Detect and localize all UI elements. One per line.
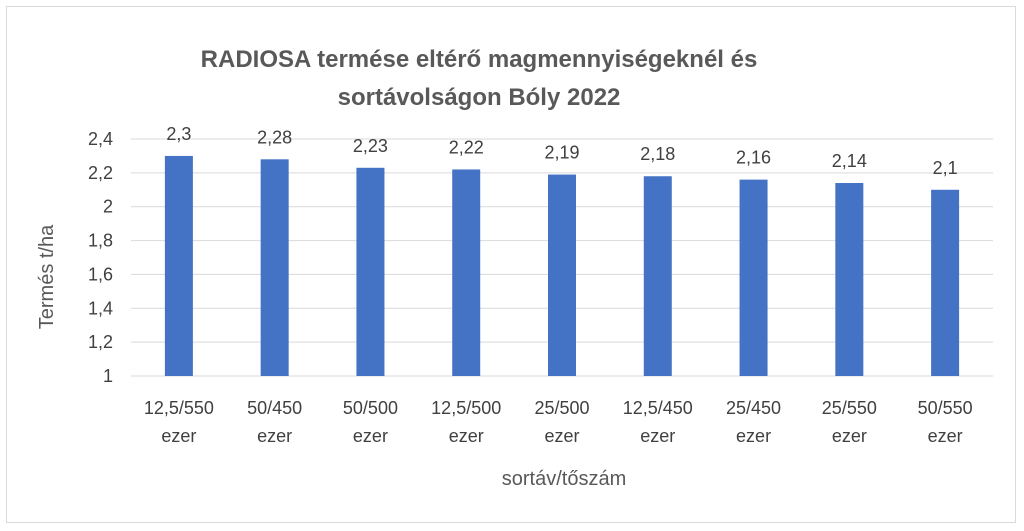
y-tick-label: 1,2 xyxy=(88,332,113,352)
data-label-3: 2,22 xyxy=(449,137,484,157)
data-label-4: 2,19 xyxy=(544,143,579,163)
y-axis-ticks: 1 1,2 1,4 1,6 1,8 2 2,2 2,4 xyxy=(88,129,113,386)
x-tick-label-4-line-1: ezer xyxy=(544,426,579,446)
bar-3 xyxy=(452,169,481,376)
x-tick-label-0-line-0: 12,5/550 xyxy=(144,398,214,418)
bars xyxy=(164,155,960,376)
y-tick-label: 1 xyxy=(103,366,113,386)
x-tick-label-3-line-1: ezer xyxy=(449,426,484,446)
bar-7 xyxy=(835,183,864,376)
chart-title-line-1: RADIOSA termése eltérő magmennyiségeknél… xyxy=(201,46,758,73)
data-label-1: 2,28 xyxy=(257,127,292,147)
bar-5 xyxy=(643,176,672,376)
y-tick-label: 1,6 xyxy=(88,264,113,284)
y-axis-title: Termés t/ha xyxy=(36,224,58,329)
data-label-2: 2,23 xyxy=(353,136,388,156)
y-tick-label: 2,2 xyxy=(88,163,113,183)
x-tick-label-1-line-0: 50/450 xyxy=(247,398,302,418)
x-tick-label-6-line-0: 25/450 xyxy=(726,398,781,418)
x-tick-label-3-line-0: 12,5/500 xyxy=(431,398,501,418)
y-tick-label: 2 xyxy=(103,197,113,217)
bar-4 xyxy=(548,174,576,376)
y-tick-label: 2,4 xyxy=(88,129,113,149)
x-tick-label-5-line-0: 12,5/450 xyxy=(623,398,693,418)
y-tick-label: 1,8 xyxy=(88,231,113,251)
x-tick-label-8-line-0: 50/550 xyxy=(918,398,973,418)
data-labels: 2,3 2,28 2,23 2,22 2,19 2,18 2,16 2,14 2,1 xyxy=(166,124,957,178)
bar-2 xyxy=(356,167,385,376)
data-label-7: 2,14 xyxy=(832,151,867,171)
chart-title-line-2: sortávolságon Bóly 2022 xyxy=(338,84,621,111)
x-tick-label-2-line-0: 50/500 xyxy=(343,398,398,418)
x-tick-label-4-line-0: 25/500 xyxy=(534,398,589,418)
x-tick-label-8-line-1: ezer xyxy=(928,426,963,446)
x-tick-label-7-line-0: 25/550 xyxy=(822,398,877,418)
data-label-8: 2,1 xyxy=(933,158,958,178)
x-tick-label-2-line-1: ezer xyxy=(353,426,388,446)
x-tick-label-6-line-1: ezer xyxy=(736,426,771,446)
data-label-6: 2,16 xyxy=(736,148,771,168)
bar-6 xyxy=(739,179,768,376)
bar-1 xyxy=(260,159,289,376)
data-label-5: 2,18 xyxy=(640,144,675,164)
bar-0 xyxy=(164,155,193,376)
bar-8 xyxy=(931,189,960,376)
x-tick-label-1-line-1: ezer xyxy=(257,426,292,446)
y-tick-label: 1,4 xyxy=(88,298,113,318)
x-axis-ticks: 12,5/550 ezer 50/450 ezer 50/500 ezer 12,5/500… xyxy=(144,398,973,446)
chart-frame: RADIOSA termése eltérő magmennyiségeknél… xyxy=(6,6,1016,523)
x-tick-label-7-line-1: ezer xyxy=(832,426,867,446)
data-label-0: 2,3 xyxy=(166,124,191,144)
bar-chart: RADIOSA termése eltérő magmennyiségeknél… xyxy=(36,46,993,490)
x-tick-label-0-line-1: ezer xyxy=(161,426,196,446)
x-tick-label-5-line-1: ezer xyxy=(640,426,675,446)
x-axis-title: sortáv/tőszám xyxy=(502,468,626,490)
